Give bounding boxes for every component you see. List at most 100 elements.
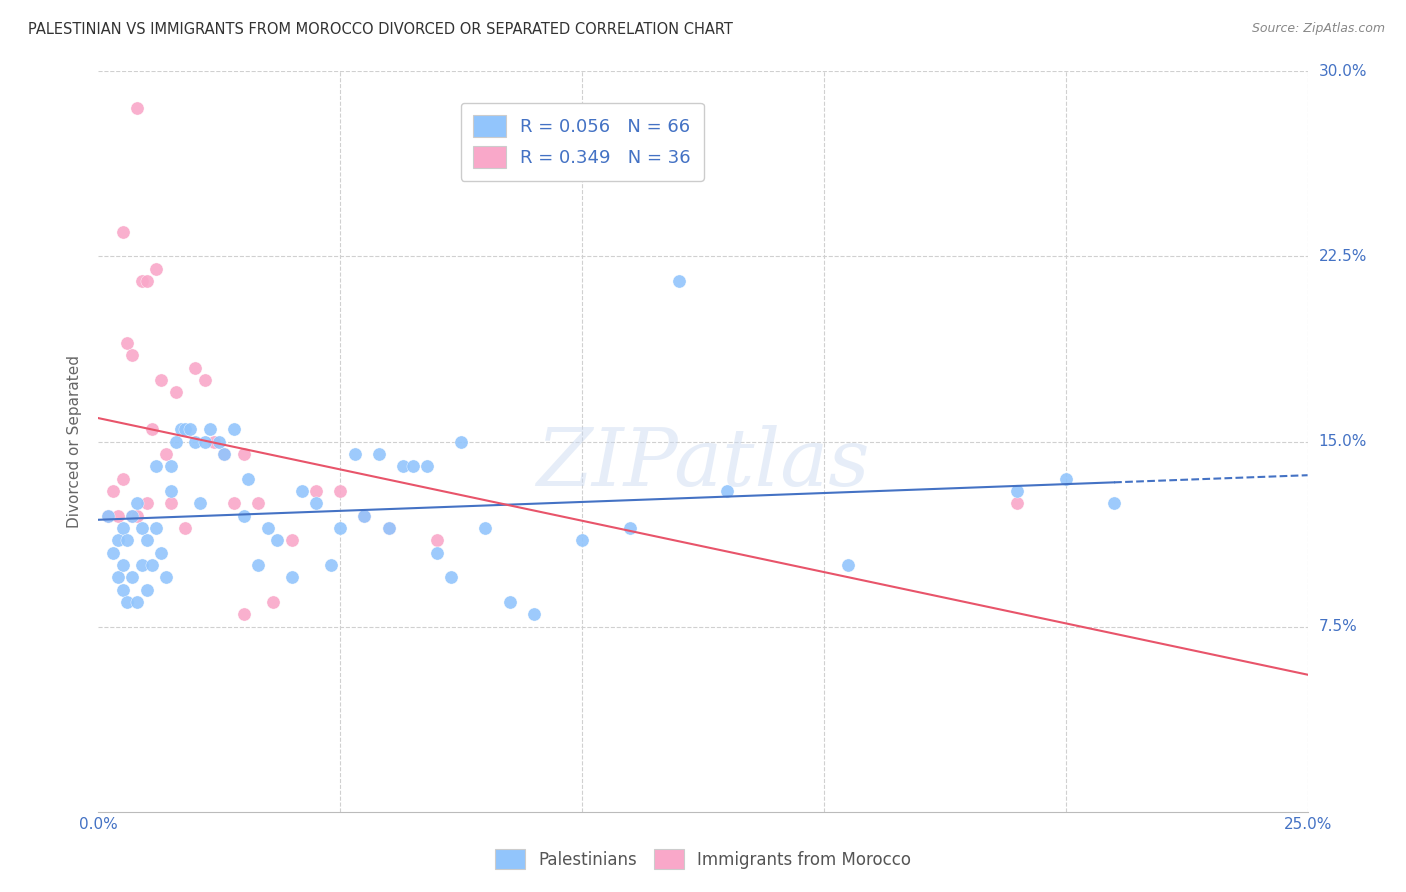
Point (474, 521, 496, 535)
Point (131, 274, 153, 288)
Point (1102, 496, 1125, 510)
Point (232, 607, 254, 622)
Point (121, 508, 143, 523)
Text: PALESTINIAN VS IMMIGRANTS FROM MOROCCO DIVORCED OR SEPARATED CORRELATION CHART: PALESTINIAN VS IMMIGRANTS FROM MOROCCO D… (28, 22, 733, 37)
Point (117, 335, 139, 350)
Y-axis label: Divorced or Separated: Divorced or Separated (67, 355, 83, 528)
Point (247, 558, 270, 572)
Point (160, 496, 183, 510)
Point (523, 607, 546, 622)
Point (160, 483, 183, 498)
Point (179, 422, 201, 436)
Point (131, 521, 153, 535)
Point (145, 521, 167, 535)
Point (212, 447, 235, 461)
Point (247, 496, 270, 510)
Point (208, 434, 231, 449)
Point (619, 521, 641, 535)
Text: 30.0%: 30.0% (1319, 64, 1367, 78)
Text: ZIPatlas: ZIPatlas (536, 425, 870, 502)
Point (232, 508, 254, 523)
Point (222, 496, 245, 510)
Point (101, 483, 124, 498)
Point (426, 533, 449, 548)
Point (150, 373, 173, 387)
Point (101, 546, 124, 560)
Point (1054, 471, 1077, 485)
Point (165, 434, 187, 449)
Point (305, 496, 328, 510)
Point (305, 483, 328, 498)
Text: 7.5%: 7.5% (1319, 619, 1357, 634)
Point (127, 508, 149, 523)
Point (127, 496, 149, 510)
Point (111, 225, 134, 239)
Point (121, 508, 143, 523)
Point (426, 546, 449, 560)
Point (222, 422, 245, 436)
Point (97, 508, 120, 523)
Point (329, 521, 352, 535)
Point (198, 422, 221, 436)
Point (498, 595, 520, 609)
Point (121, 570, 143, 584)
Point (135, 582, 157, 597)
Point (141, 422, 163, 436)
Point (1007, 483, 1029, 498)
Point (262, 595, 284, 609)
Point (184, 360, 207, 375)
Point (135, 533, 157, 548)
Point (155, 570, 177, 584)
Point (343, 447, 366, 461)
Point (107, 508, 129, 523)
Text: Source: ZipAtlas.com: Source: ZipAtlas.com (1251, 22, 1385, 36)
Point (174, 422, 197, 436)
Point (377, 521, 399, 535)
Point (571, 533, 593, 548)
Point (117, 533, 139, 548)
Point (97, 508, 120, 523)
Point (150, 546, 173, 560)
Point (121, 348, 143, 362)
Point (402, 459, 425, 474)
Point (204, 434, 226, 449)
Point (111, 558, 134, 572)
Point (155, 447, 177, 461)
Legend: R = 0.056   N = 66, R = 0.349   N = 36: R = 0.056 N = 66, R = 0.349 N = 36 (461, 103, 703, 181)
Point (416, 459, 439, 474)
Point (160, 459, 183, 474)
Text: 15.0%: 15.0% (1319, 434, 1367, 449)
Point (440, 570, 463, 584)
Point (131, 558, 153, 572)
Point (329, 483, 352, 498)
Point (194, 373, 217, 387)
Point (266, 533, 288, 548)
Point (135, 496, 157, 510)
Point (368, 447, 391, 461)
Point (319, 558, 342, 572)
Point (450, 434, 472, 449)
Point (127, 595, 149, 609)
Point (107, 570, 129, 584)
Point (141, 558, 163, 572)
Point (165, 385, 187, 400)
Point (256, 521, 278, 535)
Point (169, 422, 191, 436)
Point (238, 471, 260, 485)
Point (194, 434, 217, 449)
Point (174, 521, 197, 535)
Point (392, 459, 415, 474)
Point (117, 595, 139, 609)
Legend: Palestinians, Immigrants from Morocco: Palestinians, Immigrants from Morocco (485, 838, 921, 880)
Point (1007, 496, 1029, 510)
Point (353, 508, 375, 523)
Point (212, 447, 235, 461)
Point (668, 274, 690, 288)
Point (107, 533, 129, 548)
Point (188, 496, 211, 510)
Point (281, 533, 304, 548)
Point (281, 570, 304, 584)
Point (716, 483, 738, 498)
Point (232, 447, 254, 461)
Point (111, 471, 134, 485)
